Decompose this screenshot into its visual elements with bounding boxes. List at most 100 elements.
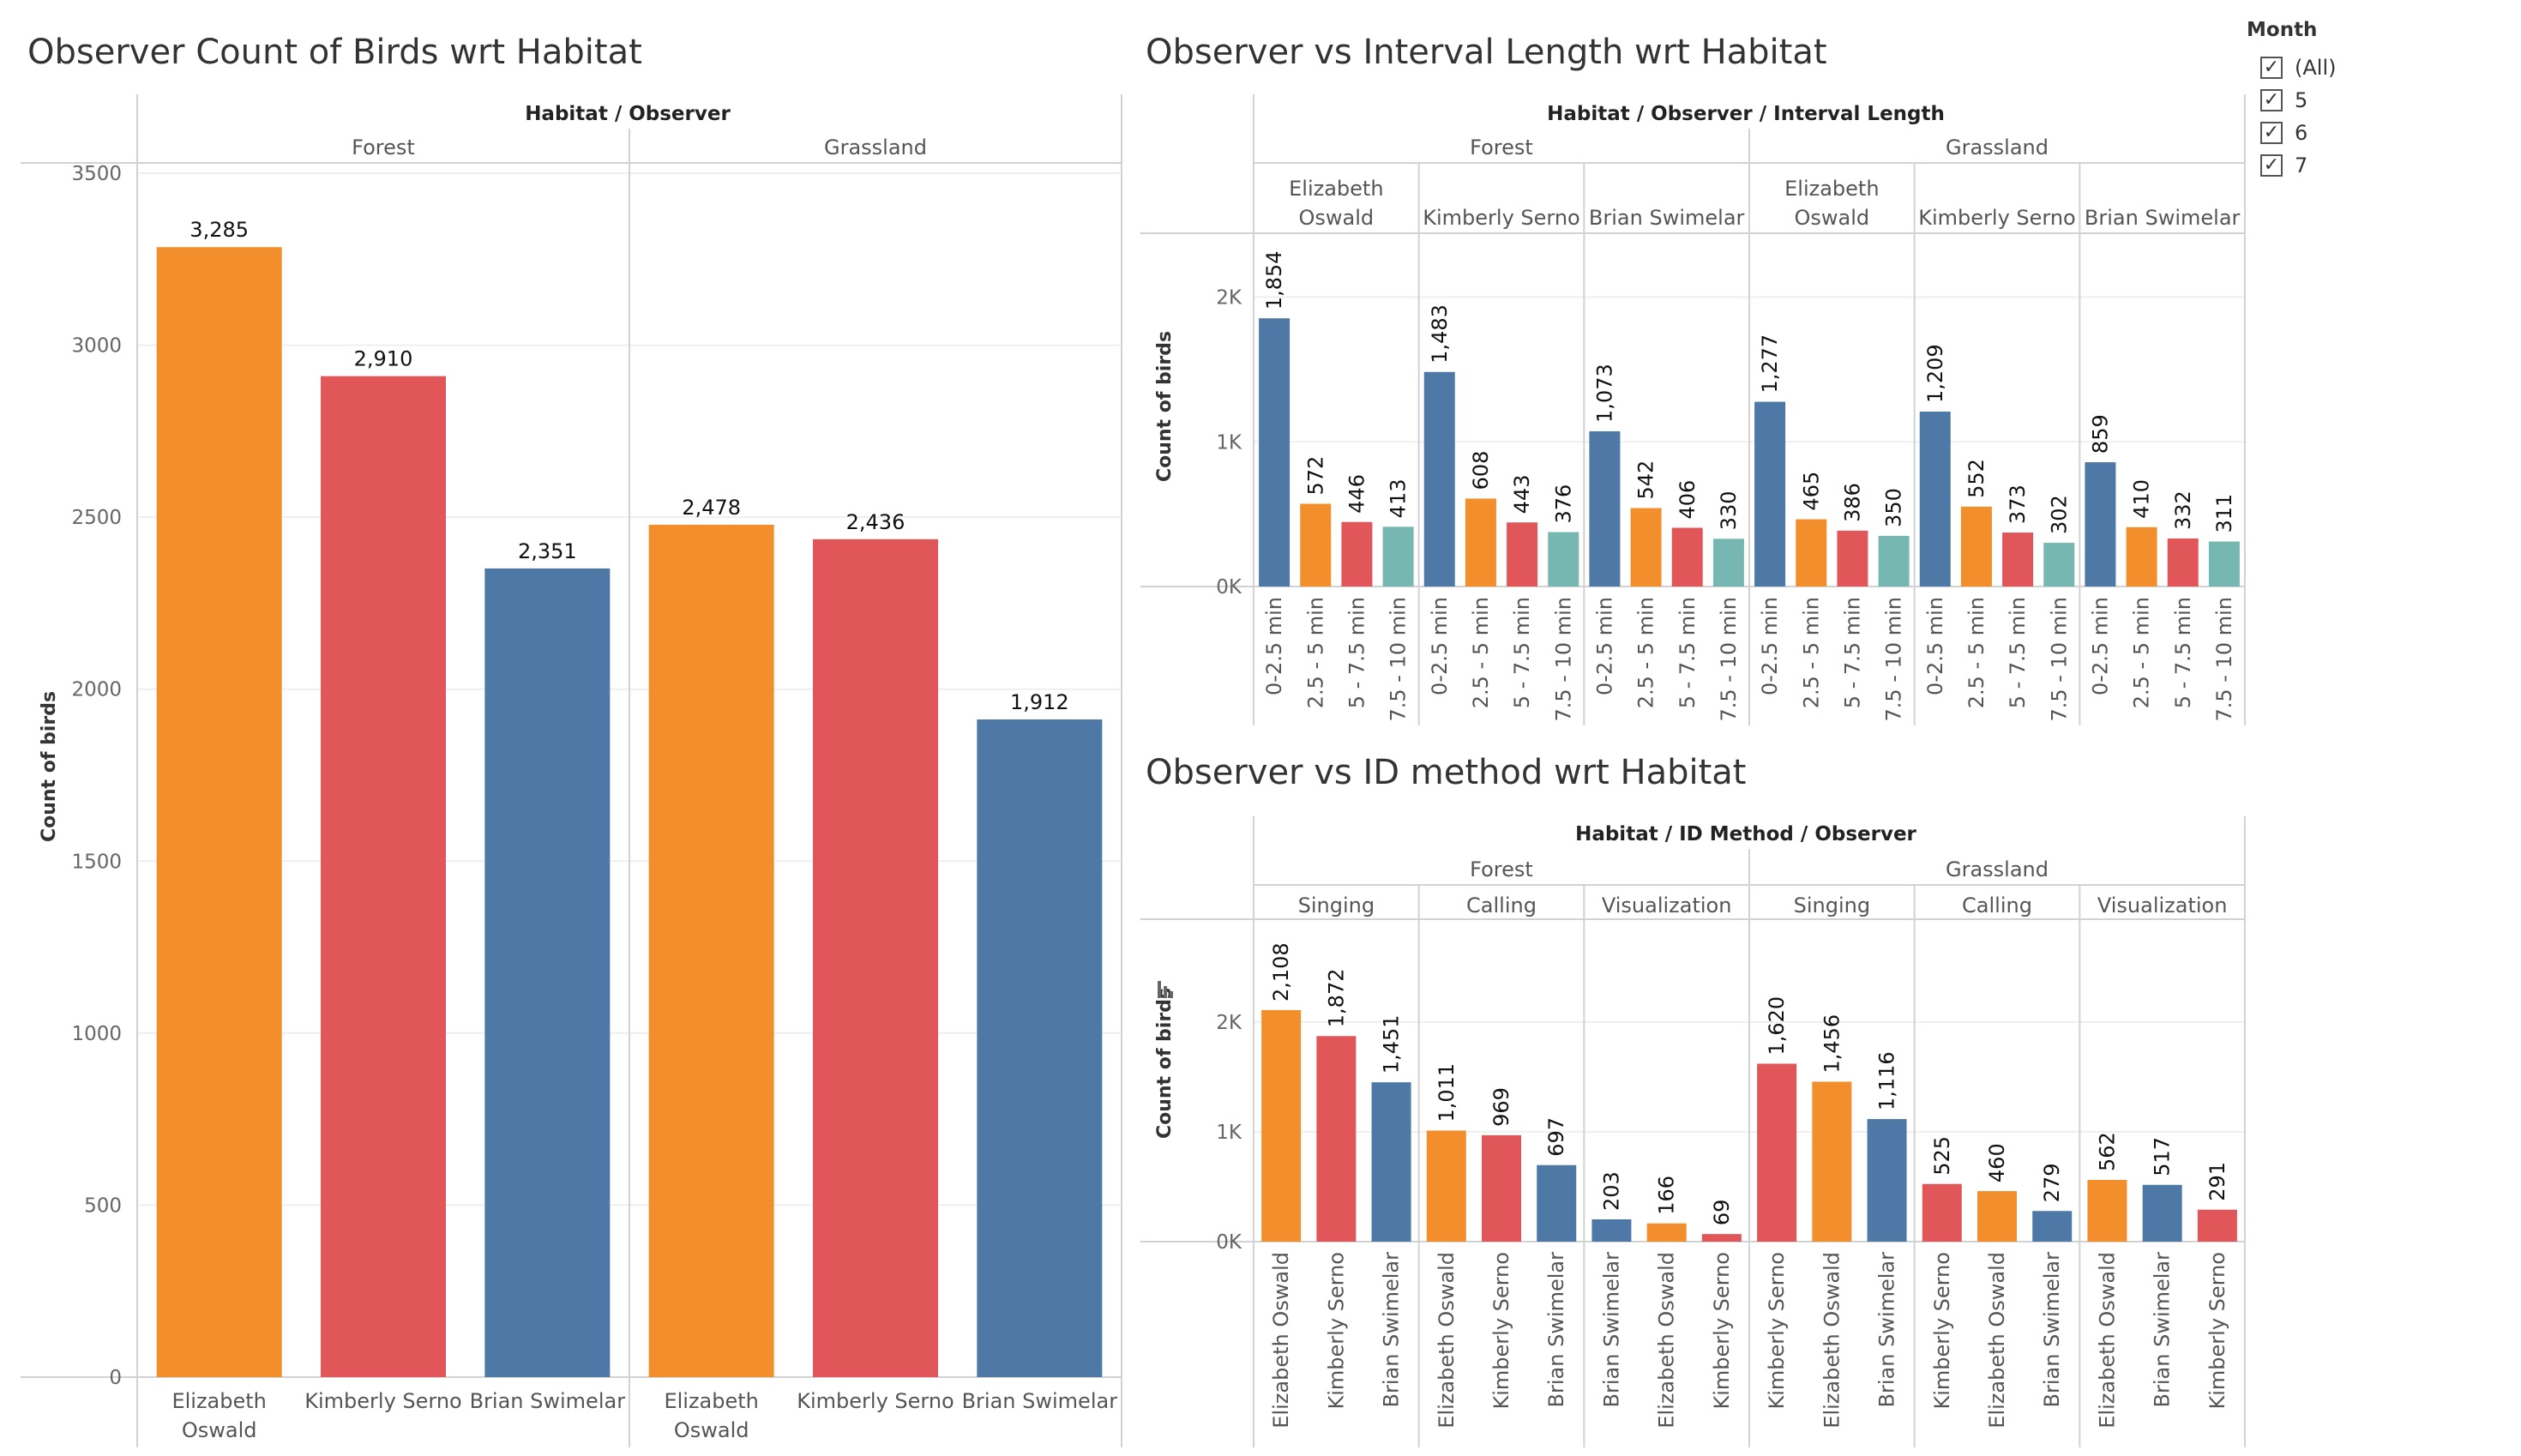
x-category-label: Brian Swimelar	[1599, 1252, 1623, 1408]
x-category-label: Kimberly Serno	[1324, 1252, 1348, 1410]
bar	[1261, 1010, 1302, 1242]
bar	[1837, 530, 1868, 587]
filter-option-7[interactable]: ✓ 7	[2247, 149, 2504, 182]
data-label: 460	[1985, 1143, 2009, 1182]
filter-option-6[interactable]: ✓ 6	[2247, 117, 2504, 149]
x-category-label: 7.5 - 10 min	[1717, 597, 1741, 722]
data-label: 291	[2205, 1162, 2229, 1201]
data-label: 1,483	[1428, 304, 1452, 364]
data-label: 69	[1710, 1200, 1734, 1226]
data-label: 572	[1303, 456, 1327, 496]
bar	[2002, 532, 2034, 587]
bars-layer	[156, 247, 2240, 1377]
bar	[321, 376, 446, 1377]
chart-title-observer-count: Observer Count of Birds wrt Habitat	[27, 33, 642, 72]
y-tick-label: 2K	[1216, 1012, 1242, 1034]
x-category-label: 2.5 - 5 min	[2130, 597, 2154, 708]
checkbox-icon[interactable]: ✓	[2260, 89, 2283, 111]
group-header: Forest	[1470, 857, 1533, 881]
y-tick-label: 3000	[71, 335, 122, 358]
x-category-label: 2.5 - 5 min	[1303, 597, 1327, 708]
x-category-label: Kimberly Serno	[1489, 1252, 1513, 1410]
month-filter: Month ✓ (All) ✓ 5 ✓ 6 ✓ 7	[2247, 19, 2504, 182]
data-label: 373	[2006, 484, 2030, 524]
bar	[484, 568, 611, 1377]
labels-layer: 0 500 1000 1500 2000 2500 3000 3500 Forest 3,285 E…	[71, 135, 2240, 1442]
checkbox-icon[interactable]: ✓	[2260, 122, 2283, 144]
x-category-label: Brian Swimelar	[1544, 1252, 1568, 1408]
filter-option-all[interactable]: ✓ (All)	[2247, 51, 2504, 84]
bar	[1382, 526, 1414, 587]
data-label: 203	[1599, 1171, 1623, 1211]
chart3-header-caption: Habitat / ID Method / Observer	[1575, 823, 1916, 845]
x-category-label: Elizabeth Oswald	[1269, 1252, 1293, 1429]
subgroup-header: Elizabeth	[1289, 177, 1383, 201]
subgroup-header: Kimberly Serno	[1423, 206, 1580, 230]
data-label: 311	[2212, 494, 2236, 533]
x-category-label: Kimberly Serno	[1930, 1252, 1954, 1410]
x-category-label: 0-2.5 min	[1428, 597, 1452, 695]
x-category-label: 2.5 - 5 min	[1964, 597, 1989, 708]
chart-title-id-method: Observer vs ID method wrt Habitat	[1146, 753, 1746, 792]
bar	[1796, 519, 1827, 587]
data-label: 525	[1930, 1136, 1954, 1176]
data-label: 1,872	[1324, 969, 1348, 1028]
x-category-label: Kimberly Serno	[797, 1389, 954, 1413]
data-label: 413	[1387, 479, 1411, 519]
x-category-label: Kimberly Serno	[1710, 1252, 1734, 1410]
data-label: 465	[1799, 472, 1823, 511]
data-label: 562	[2095, 1132, 2119, 1171]
subgroup-header: Oswald	[1299, 206, 1375, 230]
filter-option-5[interactable]: ✓ 5	[2247, 84, 2504, 117]
subgroup-header: Visualization	[2097, 893, 2228, 918]
bar	[2085, 462, 2116, 587]
x-category-label: Elizabeth Oswald	[2095, 1252, 2119, 1429]
x-category-label: Brian Swimelar	[2040, 1252, 2064, 1408]
subgroup-header: Visualization	[1602, 893, 1732, 918]
bar	[1591, 1218, 1632, 1242]
x-category-label: Brian Swimelar	[1875, 1252, 1899, 1408]
filter-option-label: (All)	[2295, 56, 2337, 80]
bar	[1922, 1183, 1962, 1242]
bar	[1423, 371, 1455, 587]
data-label: 1,073	[1592, 364, 1616, 423]
y-tick-label: 500	[84, 1194, 122, 1217]
x-category-label: Brian Swimelar	[470, 1389, 626, 1413]
bar	[2142, 1184, 2182, 1242]
chart1-header-caption: Habitat / Observer	[525, 103, 731, 125]
y-tick-label: 0K	[1216, 576, 1242, 599]
data-label: 1,277	[1758, 334, 1782, 394]
bar	[648, 524, 774, 1377]
x-category-label: Kimberly Serno	[2205, 1252, 2229, 1410]
checkbox-icon[interactable]: ✓	[2260, 154, 2283, 177]
bar	[1977, 1191, 2017, 1242]
group-header: Grassland	[1946, 135, 2049, 159]
x-category-label: 5 - 7.5 min	[2006, 597, 2030, 708]
filter-title: Month	[2247, 19, 2318, 41]
checkbox-icon[interactable]: ✓	[2260, 57, 2283, 79]
bar	[1465, 498, 1496, 587]
bar	[813, 538, 938, 1377]
bar	[1316, 1036, 1357, 1242]
data-label: 2,478	[682, 496, 741, 520]
x-category-label: 0-2.5 min	[2088, 597, 2112, 695]
y-tick-label: 1500	[71, 851, 122, 873]
x-category-label: 2.5 - 5 min	[1799, 597, 1823, 708]
sort-icon[interactable]	[1158, 981, 1173, 998]
data-label: 2,351	[518, 539, 577, 563]
bar	[1300, 503, 1332, 587]
bar	[1712, 538, 1744, 587]
x-category-label: Brian Swimelar	[1380, 1252, 1404, 1408]
x-category-label: 5 - 7.5 min	[1345, 597, 1369, 708]
group-header: Forest	[1470, 135, 1533, 159]
data-label: 517	[2151, 1137, 2175, 1176]
data-label: 608	[1469, 451, 1493, 490]
data-label: 859	[2088, 414, 2112, 454]
x-category-label: Elizabeth	[664, 1389, 758, 1413]
bar	[1537, 1164, 1577, 1242]
bar	[156, 247, 282, 1377]
data-label: 406	[1676, 480, 1700, 520]
bar	[1671, 527, 1703, 587]
data-label: 166	[1655, 1176, 1679, 1215]
